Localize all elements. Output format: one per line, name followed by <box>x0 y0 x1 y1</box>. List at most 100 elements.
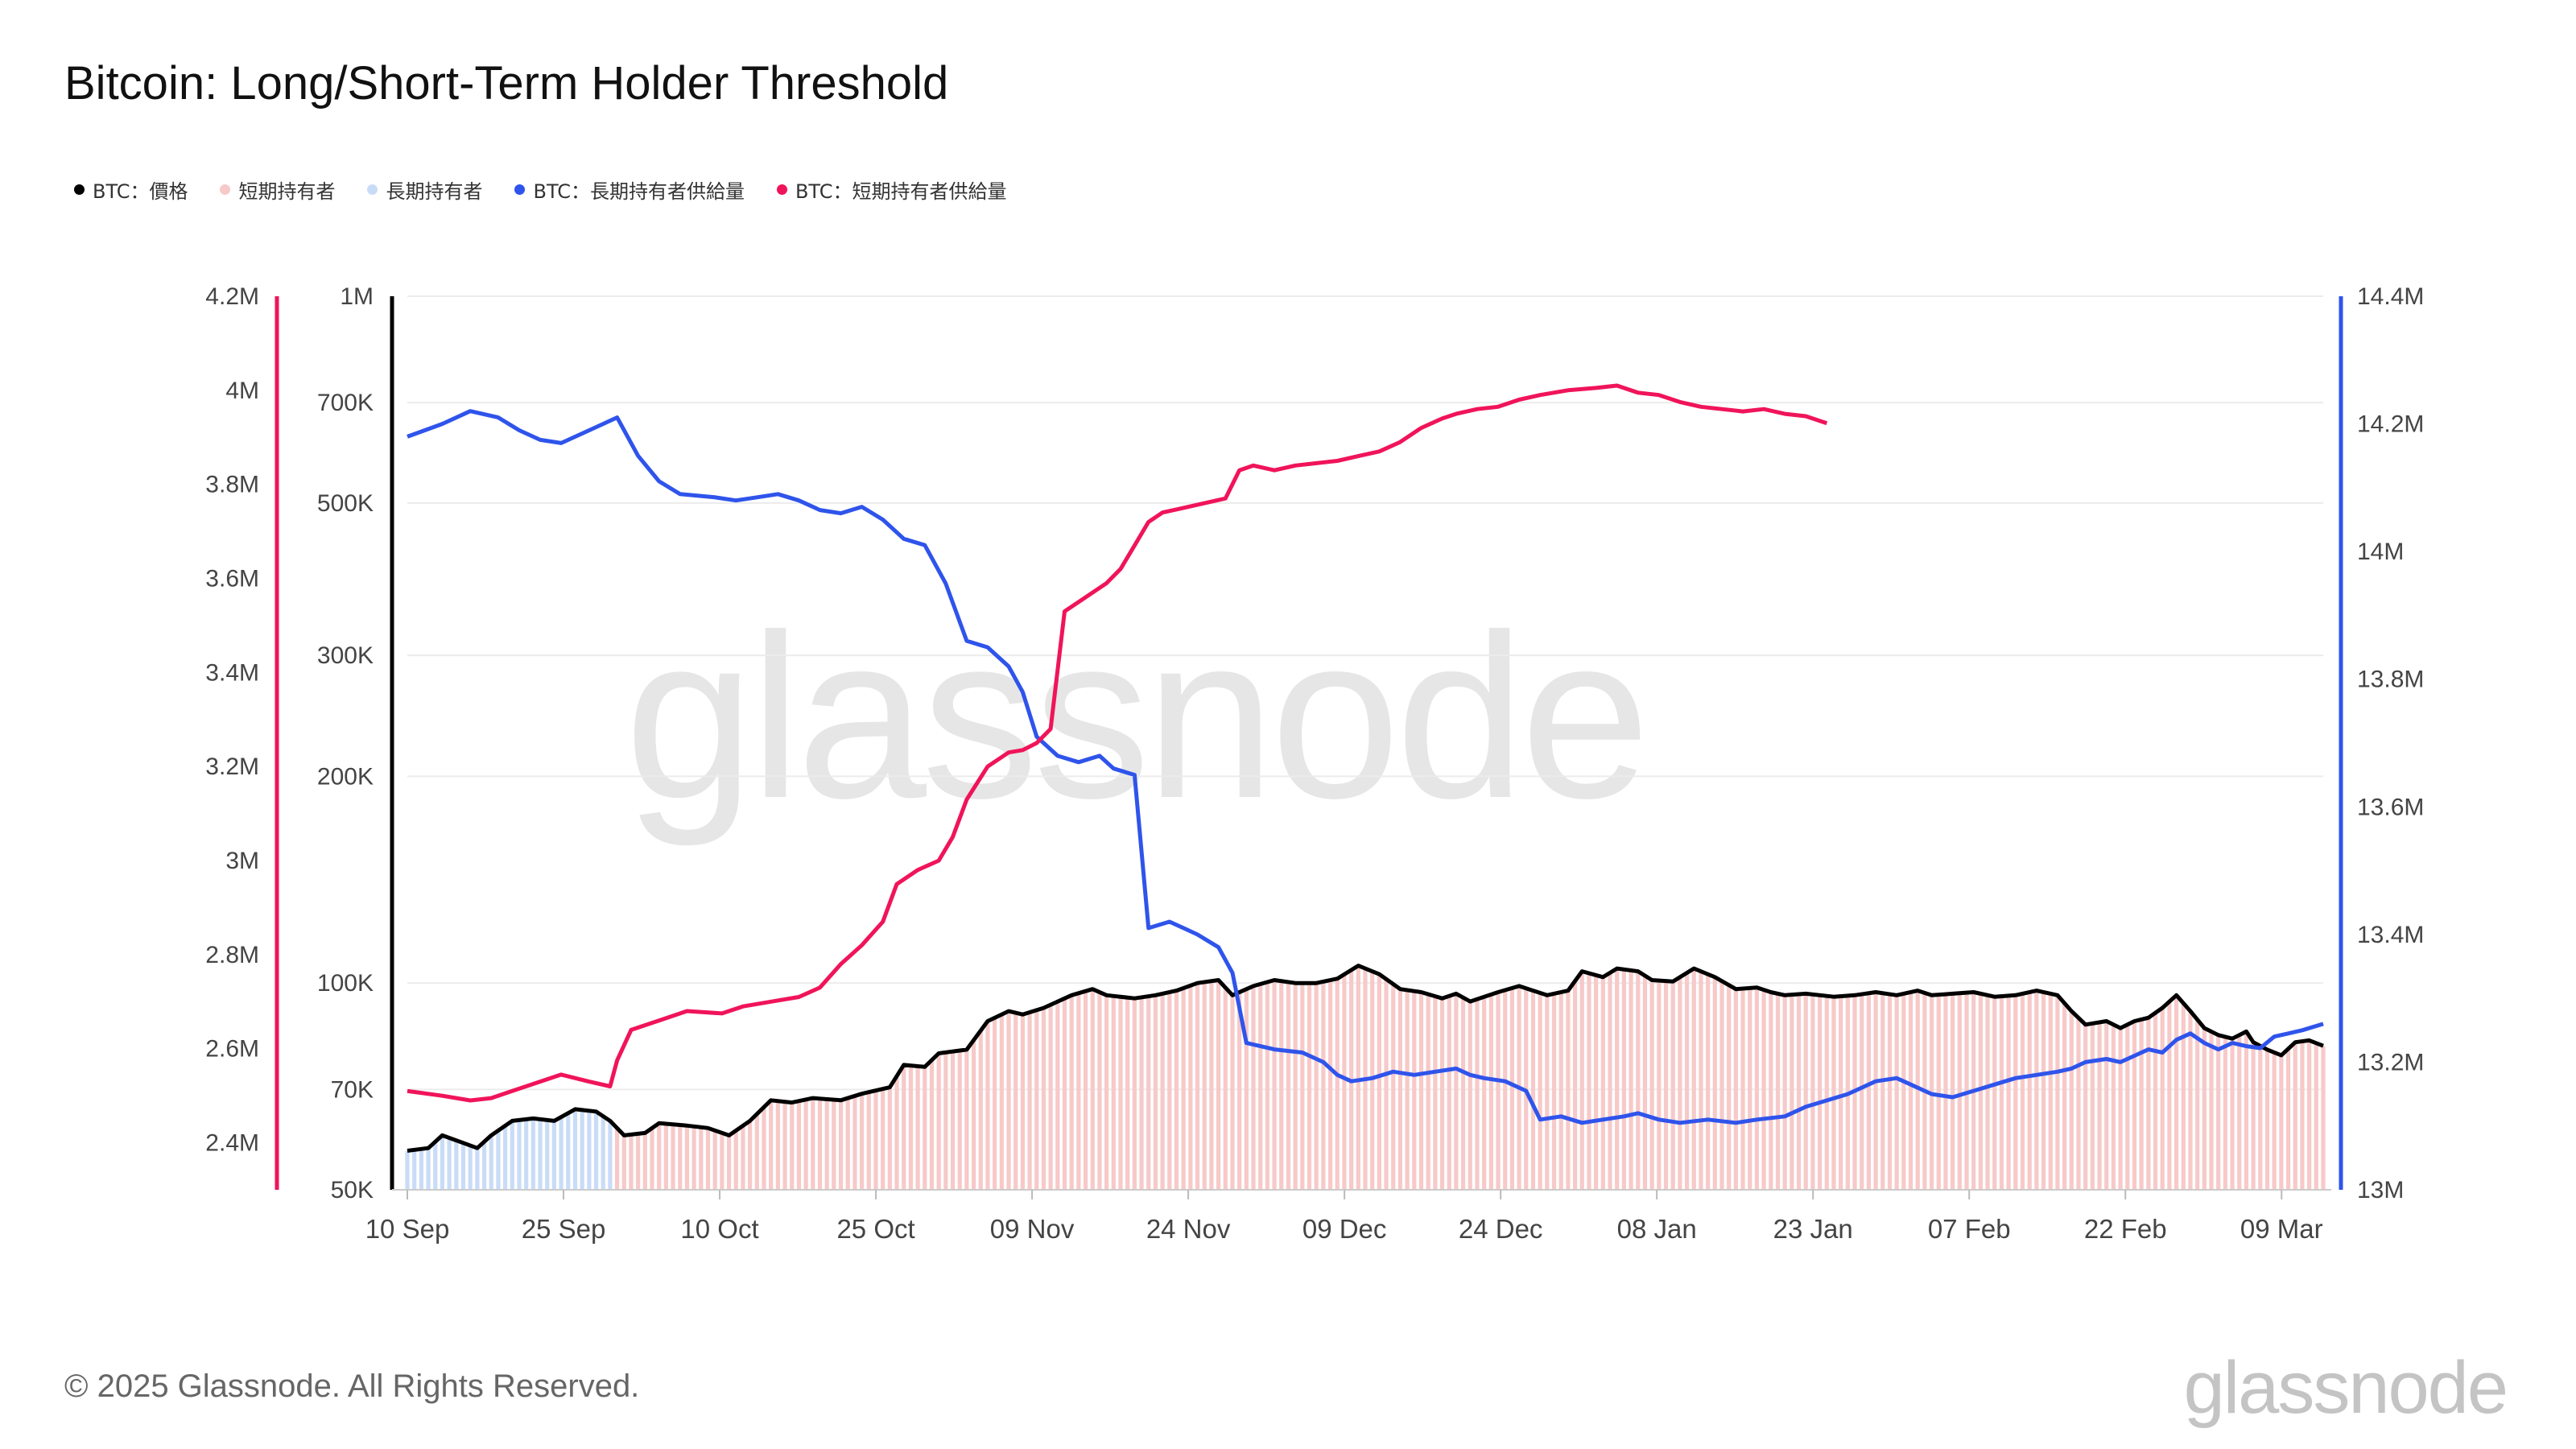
regime-bar <box>621 1135 626 1190</box>
regime-bar <box>1321 981 1326 1190</box>
lth-tick-label: 13.2M <box>2357 1049 2424 1075</box>
legend-label: 短期持有者 <box>238 180 336 203</box>
regime-bar <box>1447 996 1451 1190</box>
regime-bar <box>1572 980 1578 1190</box>
regime-bar <box>1418 992 1424 1190</box>
regime-bar <box>2083 1024 2088 1190</box>
regime-bar <box>2125 1024 2130 1190</box>
regime-bar <box>1866 993 1872 1190</box>
legend-item-price[interactable]: BTC：價格 <box>74 175 188 204</box>
regime-bar <box>1083 991 1088 1190</box>
regime-bar <box>2097 1022 2102 1190</box>
regime-bar <box>454 1140 459 1190</box>
regime-bar <box>1307 983 1312 1190</box>
regime-bar <box>2279 1055 2284 1190</box>
regime-bar <box>601 1116 605 1190</box>
regime-bar <box>551 1121 557 1190</box>
regime-bar <box>1769 992 1773 1190</box>
regime-bar <box>1817 995 1823 1190</box>
regime-bar <box>440 1135 445 1190</box>
regime-bar <box>412 1150 417 1190</box>
x-tick-label: 24 Dec <box>1459 1214 1543 1244</box>
regime-bar <box>1216 980 1221 1190</box>
regime-bar <box>1691 968 1696 1190</box>
sth-tick-label: 3.2M <box>205 753 259 780</box>
regime-bar <box>964 1049 969 1190</box>
regime-bar <box>887 1087 892 1190</box>
regime-bar <box>2307 1040 2312 1190</box>
sth-supply-line <box>407 383 1828 1103</box>
regime-bar <box>2111 1024 2116 1190</box>
regime-bar <box>2118 1028 2123 1190</box>
legend-item-lth-supply[interactable]: BTC：長期持有者供給量 <box>514 175 745 204</box>
regime-bar <box>1915 990 1920 1190</box>
regime-bar <box>803 1099 808 1190</box>
regime-bar <box>2013 995 2018 1190</box>
regime-bar <box>1020 1014 1025 1190</box>
regime-bar <box>1642 976 1648 1190</box>
price-tick-label: 1M <box>340 283 374 310</box>
regime-bar <box>636 1133 641 1190</box>
regime-bar <box>671 1124 675 1190</box>
regime-bar <box>1111 996 1116 1190</box>
regime-bar <box>748 1121 753 1190</box>
regime-bar <box>2202 1028 2207 1190</box>
regime-bar <box>2285 1048 2291 1190</box>
regime-bar <box>1055 1001 1060 1190</box>
regime-bar <box>1831 997 1836 1190</box>
regime-bar <box>811 1098 815 1190</box>
regime-bar <box>1579 971 1584 1190</box>
legend-item-short-term-holders[interactable]: 短期持有者 <box>220 175 335 204</box>
regime-bar <box>1839 996 1843 1190</box>
regime-bar <box>1790 994 1794 1190</box>
legend-item-sth-supply[interactable]: BTC：短期持有者供給量 <box>776 175 1006 204</box>
regime-bar <box>1251 985 1256 1190</box>
regime-bar <box>1076 993 1081 1190</box>
x-tick-label: 23 Jan <box>1773 1214 1853 1244</box>
regime-bar <box>705 1128 711 1190</box>
legend-item-long-term-holders[interactable]: 長期持有者 <box>367 175 482 204</box>
regime-bar <box>2055 995 2060 1190</box>
regime-bar <box>859 1093 865 1190</box>
regime-bar <box>1342 974 1347 1190</box>
regime-bar <box>796 1100 802 1190</box>
regime-bar <box>1377 974 1381 1190</box>
regime-bar <box>2139 1019 2144 1190</box>
regime-bar <box>1936 994 1941 1190</box>
regime-bar <box>1139 997 1144 1190</box>
regime-bar <box>1265 981 1269 1190</box>
regime-bar <box>2076 1018 2081 1190</box>
regime-bar <box>1649 980 1654 1190</box>
regime-bar <box>510 1121 514 1190</box>
regime-bar <box>1405 989 1410 1190</box>
regime-bar <box>447 1137 452 1190</box>
regime-bar <box>1796 994 1802 1190</box>
regime-bar <box>691 1126 696 1190</box>
regime-bar <box>1943 994 1948 1190</box>
regime-bar <box>1327 980 1333 1190</box>
regime-bar <box>1125 997 1130 1190</box>
regime-bar <box>993 1018 997 1190</box>
regime-bar <box>769 1100 774 1190</box>
regime-bar <box>866 1092 871 1190</box>
watermark-text: glassnode <box>625 586 1645 848</box>
regime-bar <box>1391 984 1396 1190</box>
x-tick-label: 25 Sep <box>522 1214 606 1244</box>
regime-bar <box>1160 993 1165 1190</box>
regime-bar <box>2321 1046 2326 1190</box>
regime-bar <box>1104 995 1109 1190</box>
sth-tick-label: 3.8M <box>205 472 259 498</box>
regime-bar <box>1566 990 1571 1190</box>
regime-bar <box>2146 1018 2151 1190</box>
regime-bar <box>1439 998 1445 1190</box>
regime-bar <box>775 1100 780 1190</box>
regime-bar <box>587 1110 592 1190</box>
lth-tick-label: 13.8M <box>2357 667 2424 693</box>
regime-bar <box>957 1051 962 1190</box>
brand-logo: glassnode <box>2183 1347 2508 1429</box>
regime-bar <box>1503 989 1508 1190</box>
regime-bar <box>741 1125 745 1190</box>
regime-bar <box>2258 1046 2263 1190</box>
regime-bar <box>642 1133 647 1190</box>
regime-bar <box>629 1134 634 1190</box>
